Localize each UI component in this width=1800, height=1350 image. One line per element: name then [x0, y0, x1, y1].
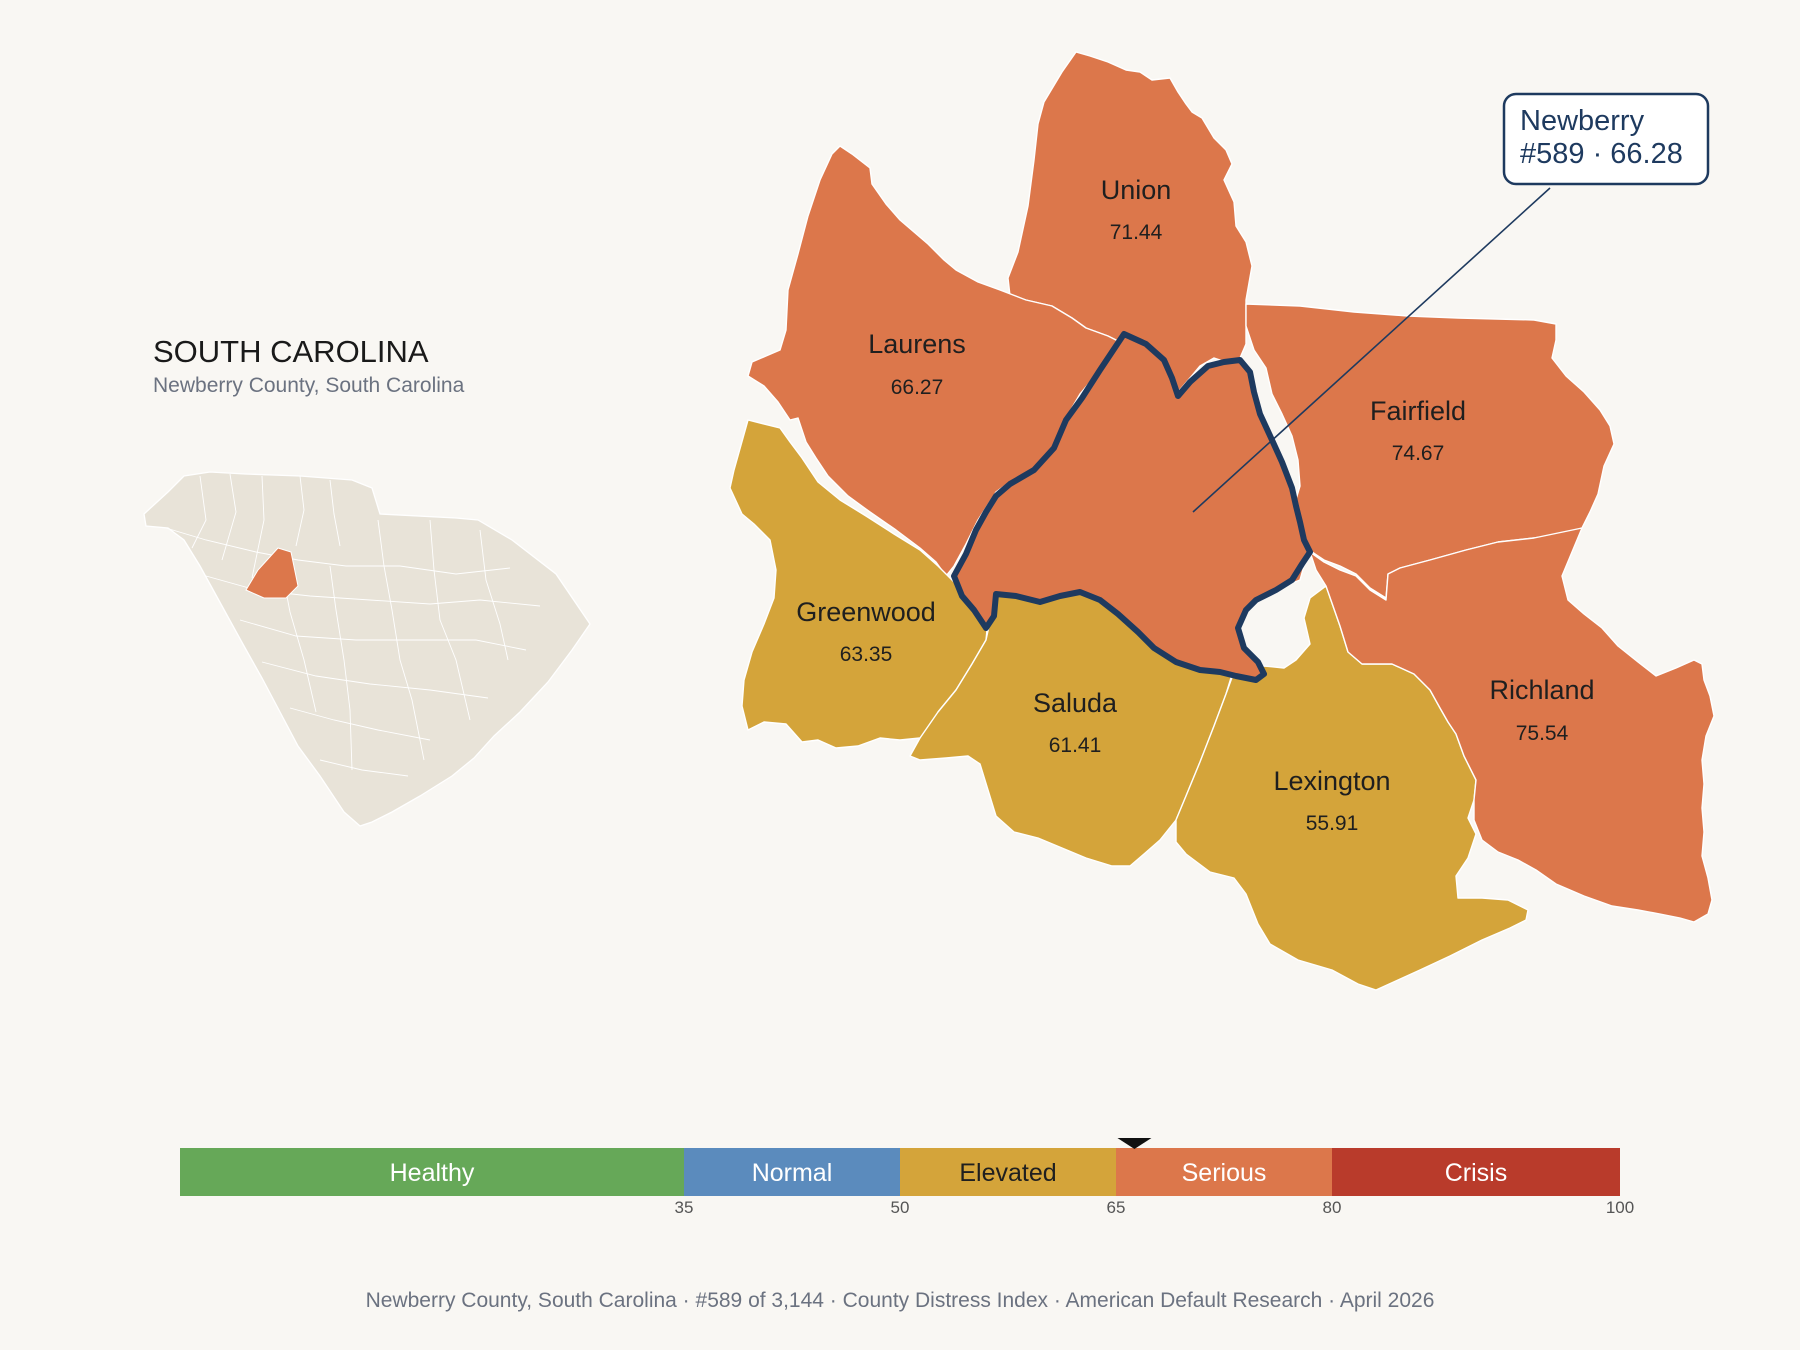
scale-label-elevated: Elevated — [959, 1159, 1056, 1187]
scale-segment-healthy — [180, 1148, 684, 1196]
label-richland-score: 75.54 — [1516, 722, 1569, 745]
label-greenwood-score: 63.35 — [840, 643, 893, 666]
label-lexington-score: 55.91 — [1306, 812, 1359, 835]
scale-label-normal: Normal — [752, 1159, 833, 1187]
label-laurens-name: Laurens — [868, 329, 966, 359]
scale-label-crisis: Crisis — [1445, 1159, 1508, 1187]
callout-leader-line — [1192, 187, 1551, 513]
scale-segment-serious — [1116, 1148, 1332, 1196]
callout-rank-score: #589 · 66.28 — [1520, 138, 1683, 170]
scale-tick-80: 80 — [1323, 1198, 1342, 1217]
scale-label-healthy: Healthy — [390, 1159, 475, 1187]
state-subtitle: Newberry County, South Carolina — [153, 374, 465, 397]
scale-marker — [1117, 1138, 1152, 1149]
scale-tick-100: 100 — [1606, 1198, 1634, 1217]
scale-segment-crisis — [1332, 1148, 1620, 1196]
county-richland[interactable] — [1309, 527, 1715, 923]
inset-newberry-highlight — [245, 547, 299, 599]
label-saluda-score: 61.41 — [1049, 734, 1102, 757]
scale-segment-elevated — [900, 1148, 1116, 1196]
focus-callout: Newberry #589 · 66.28 — [1192, 92, 1710, 513]
state-inset-map — [143, 471, 591, 827]
county-labels: Union 71.44 Laurens 66.27 Fairfield 74.6… — [796, 175, 1594, 835]
label-fairfield-score: 74.67 — [1392, 442, 1445, 465]
scale-segment-normal — [684, 1148, 900, 1196]
label-union-score: 71.44 — [1110, 221, 1163, 244]
label-richland-name: Richland — [1489, 675, 1594, 705]
label-greenwood-name: Greenwood — [796, 597, 936, 627]
scale-label-serious: Serious — [1182, 1159, 1267, 1187]
label-saluda-name: Saluda — [1033, 688, 1118, 718]
footer-caption: Newberry County, South Carolina · #589 o… — [366, 1289, 1435, 1312]
county-map — [729, 51, 1715, 991]
callout-county-name: Newberry — [1520, 105, 1645, 137]
county-greenwood[interactable] — [729, 419, 989, 749]
distress-scale: Healthy Normal Elevated Serious Crisis 35 50 65… — [180, 1138, 1634, 1217]
label-laurens-score: 66.27 — [891, 376, 944, 399]
label-lexington-name: Lexington — [1273, 766, 1390, 796]
newberry-outline — [951, 331, 1313, 683]
callout-box — [1502, 92, 1710, 186]
label-fairfield-name: Fairfield — [1370, 396, 1466, 426]
scale-tick-50: 50 — [891, 1198, 910, 1217]
state-title: SOUTH CAROLINA — [153, 334, 429, 369]
scale-tick-35: 35 — [675, 1198, 694, 1217]
scale-tick-65: 65 — [1107, 1198, 1126, 1217]
label-union-name: Union — [1101, 175, 1172, 205]
